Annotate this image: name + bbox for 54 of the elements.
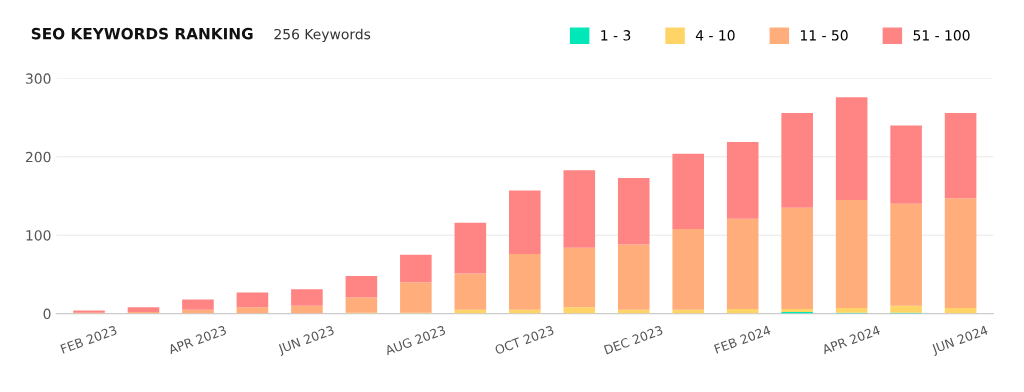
legend-label: 51 - 100: [913, 30, 970, 41]
bar: [509, 254, 541, 310]
bar: [291, 289, 323, 306]
bar: [781, 207, 813, 309]
bar: [944, 308, 977, 314]
chart-subtitle: 256 Keywords: [274, 28, 371, 43]
x-tick-label: JUN 2023: [277, 325, 336, 357]
bar: [835, 199, 868, 309]
bar: [509, 190, 541, 255]
bar: [890, 305, 922, 313]
bar: [617, 177, 650, 245]
bar: [400, 282, 432, 313]
bar: [726, 141, 759, 219]
bar: [835, 308, 868, 313]
y-tick-label: 200: [25, 151, 51, 163]
chart-title: SEO KEYWORDS RANKING: [31, 27, 253, 40]
x-tick-label: JUN 2024: [930, 325, 990, 357]
bar: [454, 273, 487, 310]
x-tick-label: FEB 2023: [60, 325, 118, 354]
x-tick-label: APR 2023: [167, 325, 227, 355]
bar: [236, 292, 269, 308]
x-tick-label: DEC 2023: [603, 325, 664, 355]
y-tick-label: 100: [26, 230, 51, 241]
bar: [563, 170, 596, 248]
bar: [291, 305, 323, 314]
bar: [236, 307, 269, 314]
bar: [127, 307, 160, 313]
bar: [726, 218, 759, 309]
bar: [944, 198, 977, 309]
bar: [182, 299, 214, 310]
legend-label: 1 - 3: [601, 30, 631, 41]
x-tick-label: AUG 2023: [384, 325, 446, 356]
bar: [400, 254, 432, 283]
legend-label: 11 - 50: [800, 30, 848, 41]
bar: [672, 153, 705, 229]
bar: [563, 247, 596, 308]
y-tick-label: 0: [43, 308, 51, 320]
bar: [890, 125, 922, 204]
y-tick-label: 300: [26, 73, 51, 84]
bar: [781, 112, 813, 208]
bar: [454, 222, 487, 274]
bar: [944, 112, 977, 199]
bar: [563, 307, 596, 314]
x-tick-label: APR 2024: [821, 325, 881, 355]
bar: [835, 97, 868, 200]
x-tick-label: OCT 2023: [494, 325, 555, 355]
bar: [890, 203, 922, 306]
x-tick-label: FEB 2024: [713, 325, 772, 354]
bar: [345, 297, 378, 313]
bar: [672, 228, 705, 310]
legend-label: 4 - 10: [695, 30, 735, 41]
bar: [781, 308, 813, 313]
bar: [345, 275, 378, 298]
bar: [617, 244, 650, 310]
